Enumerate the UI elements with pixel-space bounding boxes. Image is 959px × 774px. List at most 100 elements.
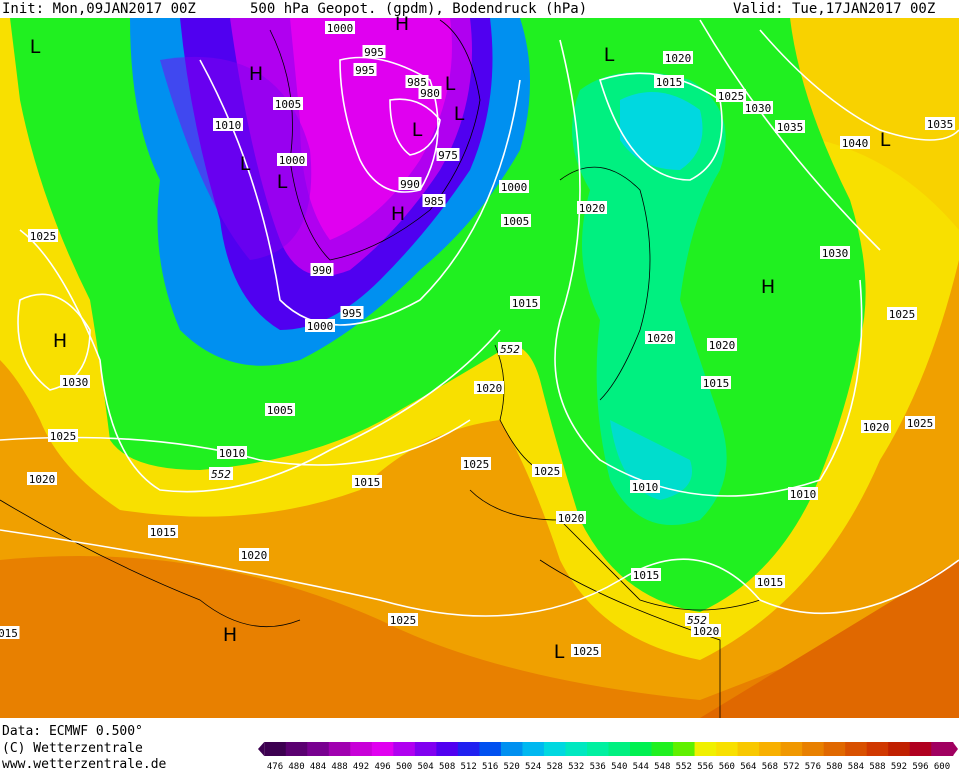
pressure-center: H: [53, 330, 67, 352]
colorbar-swatch: [565, 742, 588, 756]
isobar-label: 1025: [907, 417, 934, 430]
isobar-label-box: [48, 429, 78, 442]
colorbar-swatch: [586, 742, 609, 756]
isobar-label: 1030: [62, 376, 89, 389]
isobar-label-box: [654, 75, 684, 88]
colorbar-swatch: [457, 742, 480, 756]
isobar-label: 1015: [633, 569, 660, 582]
isobar-label: 1000: [327, 22, 354, 35]
isobar-line: [699, 19, 959, 251]
height-label: 552: [687, 614, 707, 627]
map-labels: 1000995995985980975990985990995100010051…: [0, 13, 955, 663]
isobar-label-box: [310, 263, 334, 276]
isobar-label-box: [532, 464, 562, 477]
field-yellow-east: [0, 18, 959, 230]
isobar-label: 1015: [703, 377, 730, 390]
valid-time: Valid: Tue,17JAN2017 00Z: [733, 1, 935, 17]
isobar-label: 995: [364, 46, 384, 59]
isobar-label-box: [0, 626, 20, 639]
isobar-label: 1010: [215, 119, 242, 132]
colorbar: 476 480 484 488 492 496 500 504 508 512 516 520 524 5…: [258, 742, 958, 772]
colorbar-swatch: [888, 742, 911, 756]
colorbar-label: 480: [288, 762, 304, 770]
isobar-label: 015: [0, 627, 18, 640]
isobar-label: 1025: [30, 230, 57, 243]
colorbar-label: 548: [654, 762, 670, 770]
isobar-line: [19, 229, 501, 493]
height-label: 552: [211, 468, 231, 481]
isobar-label: 1005: [275, 98, 302, 111]
isobar-label-box: [820, 246, 850, 259]
isobar-label-box: [743, 101, 773, 114]
isobar-label-box: [755, 575, 785, 588]
colorbar-swatch: [866, 742, 889, 756]
pressure-center: H: [395, 13, 409, 35]
isobar-label-box: [571, 644, 601, 657]
isobar-label-box: [631, 568, 661, 581]
colorbar-swatch: [414, 742, 437, 756]
isobar-label: 985: [424, 195, 444, 208]
isobar-label-box: [405, 75, 429, 88]
isobar-label: 975: [438, 149, 458, 162]
height-label-box: [498, 342, 522, 355]
isobar-label-box: [27, 472, 57, 485]
isobar-label: 1020: [241, 549, 268, 562]
isobar-label-box: [461, 457, 491, 470]
colorbar-swatch: [307, 742, 330, 756]
colorbar-label: 516: [482, 762, 498, 770]
colorbar-label: 492: [353, 762, 369, 770]
isobar-label: 1020: [647, 332, 674, 345]
isobar-label-box: [265, 403, 295, 416]
colorbar-swatch: [694, 742, 717, 756]
colorbar-label: 556: [697, 762, 713, 770]
isobar-label: 1000: [279, 154, 306, 167]
colorbar-label: 584: [848, 762, 864, 770]
isobar-label-box: [630, 480, 660, 493]
colorbar-label: 576: [805, 762, 821, 770]
isobar-label: 1015: [150, 526, 177, 539]
isobar-label-box: [474, 381, 504, 394]
isobar-label-box: [788, 487, 818, 500]
colorbar-swatch: [328, 742, 351, 756]
colorbar-label: 600: [934, 762, 950, 770]
colorbar-label: 568: [762, 762, 778, 770]
isobar-label: 1025: [390, 614, 417, 627]
isobar-label-box: [663, 51, 693, 64]
colorbar-swatch: [823, 742, 846, 756]
copyright: (C) Wetterzentrale: [2, 741, 143, 756]
colorbar-swatch: [651, 742, 674, 756]
field-red-orange: [700, 560, 959, 718]
pressure-center: L: [604, 44, 615, 66]
pressure-center: H: [249, 63, 263, 85]
isobar-label: 1025: [573, 645, 600, 658]
isobar-label: 1025: [463, 458, 490, 471]
isobar-label: 1025: [50, 430, 77, 443]
isobar-label-box: [217, 446, 247, 459]
isobar-label: 1035: [927, 118, 954, 131]
website: www.wetterzentrale.de: [2, 757, 167, 770]
colorbar-label: 596: [912, 762, 928, 770]
field-magenta: [290, 18, 452, 240]
map-area: [0, 18, 959, 718]
isobar-label: 1010: [219, 447, 246, 460]
isobar-label-box: [60, 375, 90, 388]
isobar-label: 1020: [665, 52, 692, 65]
colorbar-label: 484: [310, 762, 326, 770]
isobar-label-box: [273, 97, 303, 110]
isobar-label-box: [362, 45, 386, 58]
isobar-label-box: [422, 194, 446, 207]
field-dark-orange: [0, 556, 959, 718]
isobar-label-box: [277, 153, 307, 166]
isobar-label: 1030: [822, 247, 849, 260]
isobar-label: 1015: [512, 297, 539, 310]
isobar-label: 1020: [693, 625, 720, 638]
coastline-greenland: [269, 19, 481, 261]
init-time: Init: Mon,09JAN2017 00Z: [2, 1, 196, 17]
isobar-label: 1005: [503, 215, 530, 228]
colorbar-label: 500: [396, 762, 412, 770]
pressure-center: L: [277, 171, 288, 193]
isobar-label: 1025: [534, 465, 561, 478]
isobar-label: 990: [312, 264, 332, 277]
colorbar-swatch: [436, 742, 459, 756]
field-cyan: [620, 92, 703, 170]
